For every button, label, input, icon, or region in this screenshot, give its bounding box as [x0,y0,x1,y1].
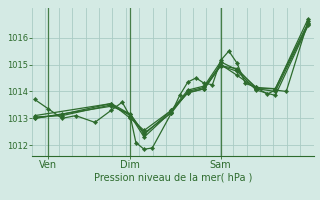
X-axis label: Pression niveau de la mer( hPa ): Pression niveau de la mer( hPa ) [94,173,252,183]
